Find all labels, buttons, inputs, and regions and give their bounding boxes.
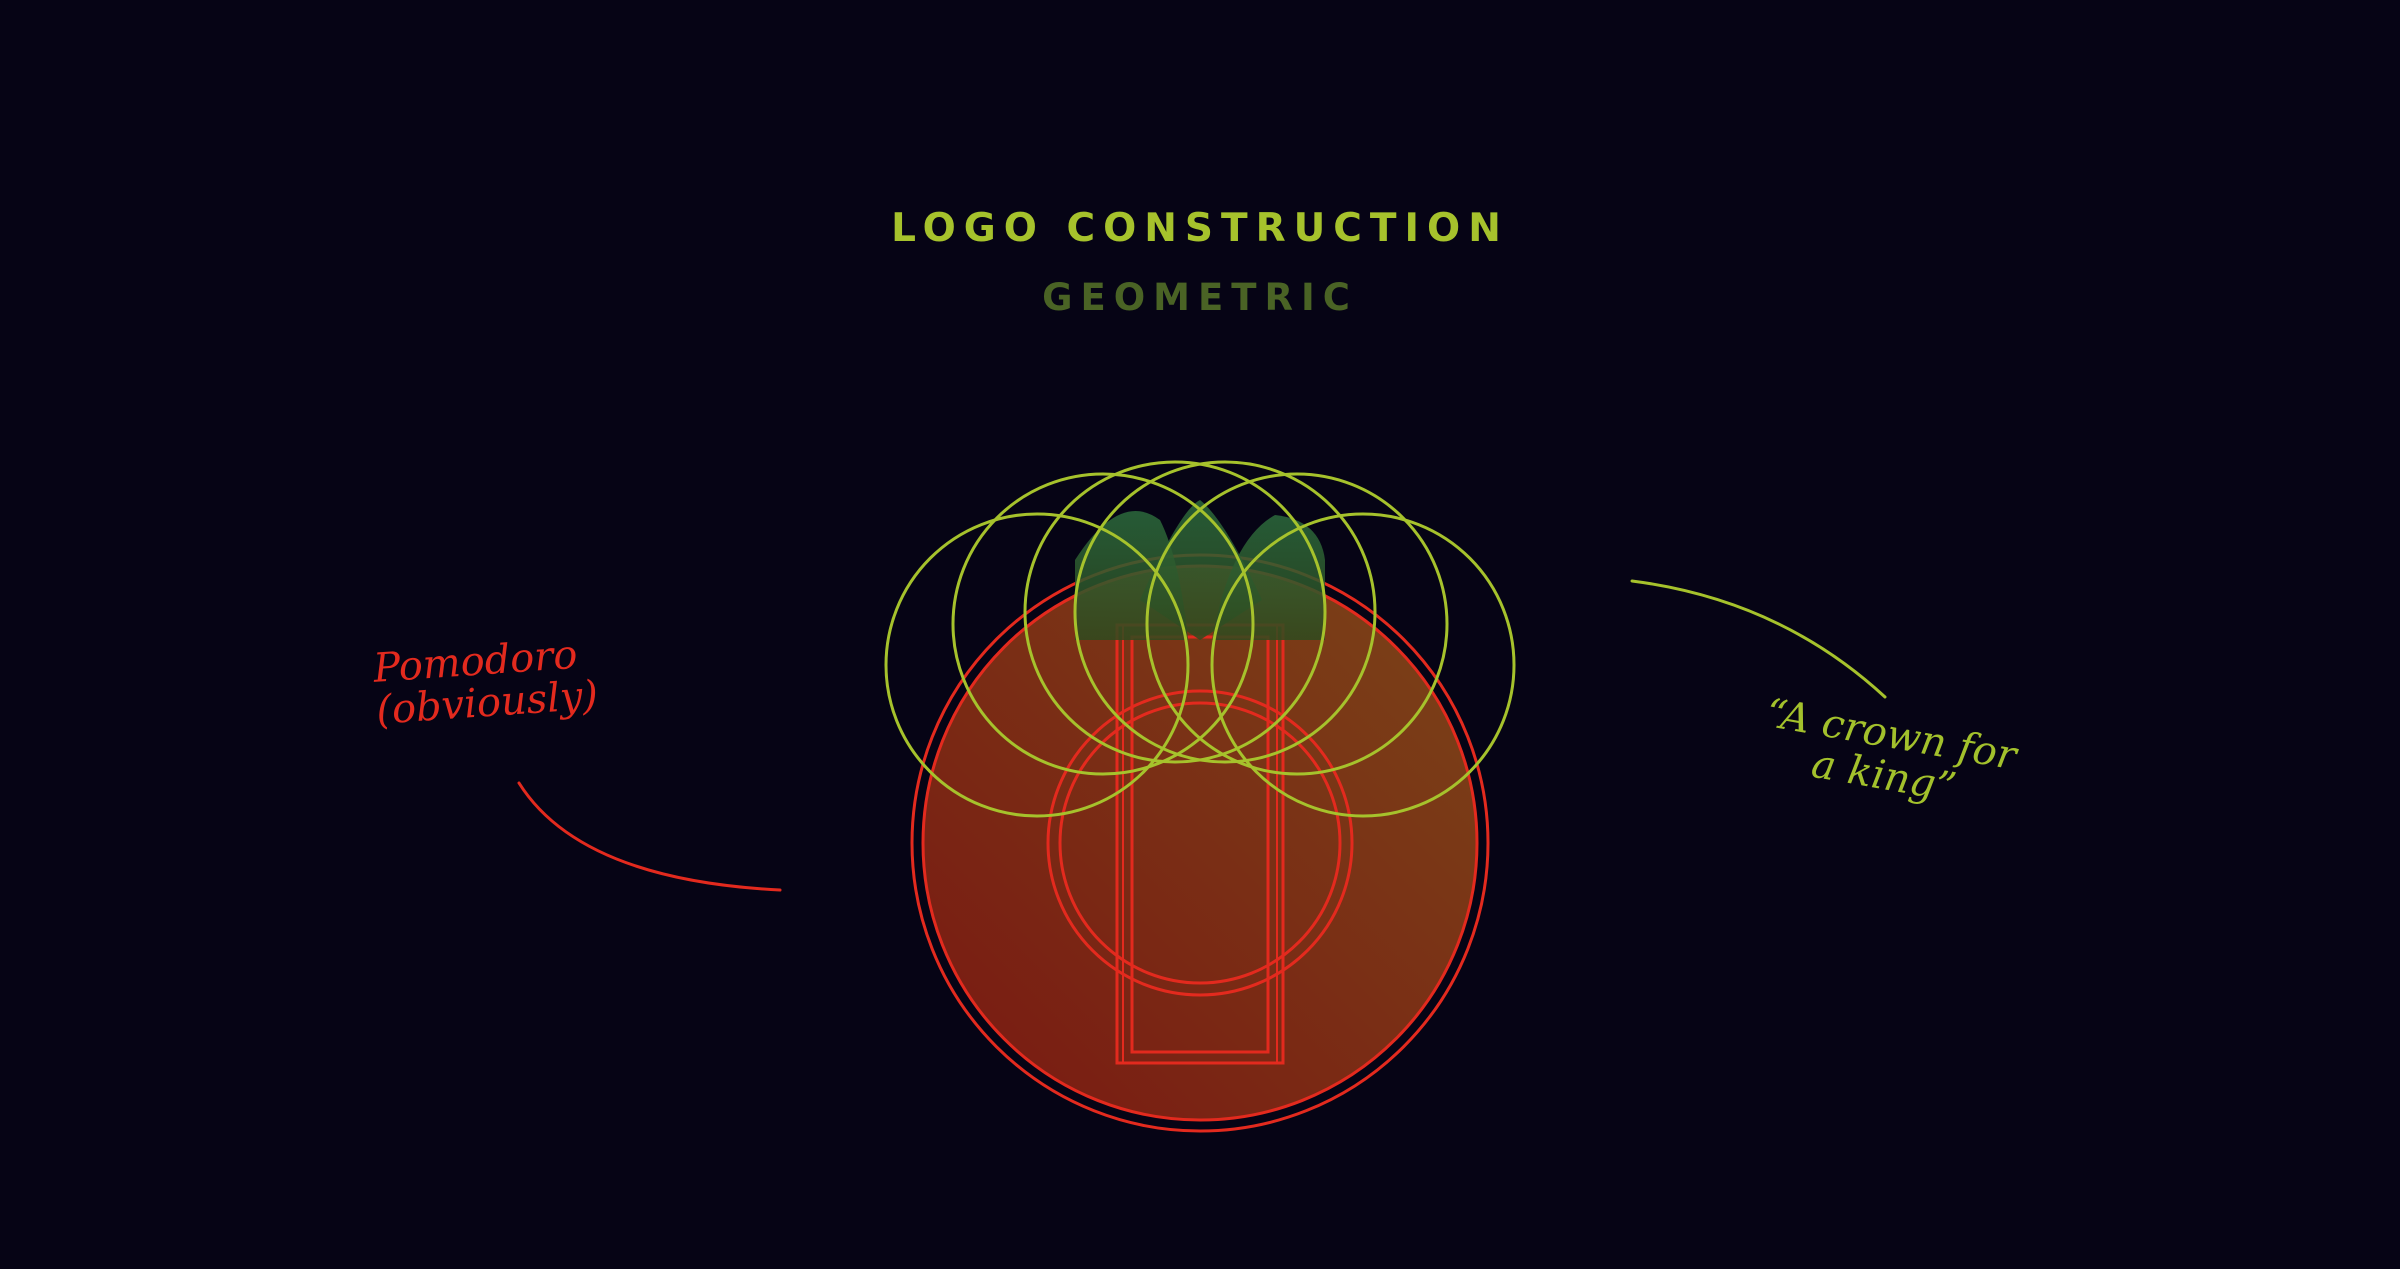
crown-circle-2 xyxy=(951,472,1255,776)
page-subtitle: GEOMETRIC xyxy=(1042,276,1358,319)
crown-leaf-right xyxy=(1212,515,1325,640)
tomato-body xyxy=(921,564,1479,1122)
pomodoro-arrow xyxy=(517,781,782,892)
crown-circle-5 xyxy=(1145,472,1449,776)
page-title: LOGO CONSTRUCTION xyxy=(891,206,1509,251)
inner-circle-a xyxy=(1046,689,1354,997)
crown-circle-4 xyxy=(1073,460,1377,764)
crown-circle-3 xyxy=(1023,460,1327,764)
inner-circle-b xyxy=(1058,701,1342,985)
crown-arrow xyxy=(1630,579,1887,699)
crown-circle-1 xyxy=(884,512,1190,818)
crown-circle-6 xyxy=(1210,512,1516,818)
